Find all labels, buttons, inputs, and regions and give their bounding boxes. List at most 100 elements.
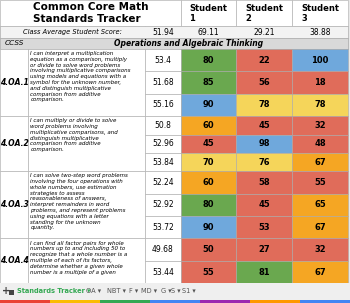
Bar (292, 171, 348, 194)
Bar (292, 116, 348, 135)
Bar (292, 261, 348, 283)
Bar (50, 300, 100, 303)
Bar (250, 300, 300, 303)
Bar (181, 153, 236, 171)
Text: I can find all factor pairs for whole
numbers up to and including 50 to
recogniz: I can find all factor pairs for whole nu… (30, 241, 128, 275)
Bar (145, 153, 181, 171)
Text: Student
1: Student 1 (189, 4, 228, 23)
Bar (28, 116, 145, 171)
Text: 60: 60 (203, 121, 214, 130)
Bar (145, 71, 181, 94)
Text: 52.24: 52.24 (152, 178, 174, 187)
Bar (236, 194, 292, 216)
Text: 85: 85 (203, 78, 214, 87)
Text: 53.4: 53.4 (154, 56, 172, 65)
Text: 22: 22 (258, 56, 270, 65)
Bar (181, 216, 236, 238)
Bar (292, 94, 348, 116)
Text: 53: 53 (258, 223, 270, 232)
Text: Class Average Student Score:: Class Average Student Score: (23, 29, 122, 35)
Bar (236, 135, 292, 153)
Bar (236, 71, 292, 94)
Bar (145, 261, 181, 283)
Bar (9, 290, 14, 295)
Text: 100: 100 (312, 56, 329, 65)
Bar (236, 49, 292, 71)
Text: 81: 81 (258, 268, 270, 277)
Text: Operations and Algebraic Thinking: Operations and Algebraic Thinking (114, 39, 263, 48)
Bar (0, 38, 28, 49)
Bar (236, 238, 292, 261)
Text: 98: 98 (259, 139, 270, 148)
Bar (0, 38, 348, 49)
Bar (145, 26, 181, 38)
Bar (100, 300, 150, 303)
Text: 32: 32 (314, 245, 326, 254)
Bar (292, 49, 348, 71)
Text: 80: 80 (203, 200, 214, 209)
Text: 65: 65 (314, 200, 326, 209)
Text: 55: 55 (203, 268, 214, 277)
Bar (236, 0, 292, 26)
Text: 48: 48 (314, 139, 326, 148)
Text: 58: 58 (258, 178, 270, 187)
Bar (292, 238, 348, 261)
Bar (181, 238, 236, 261)
Bar (0, 283, 350, 300)
Text: 55: 55 (314, 178, 326, 187)
Bar (0, 300, 50, 303)
Text: 80: 80 (203, 56, 214, 65)
Bar (236, 26, 292, 38)
Bar (0, 171, 28, 238)
Text: 90: 90 (203, 101, 214, 109)
Bar (181, 71, 236, 94)
Bar (236, 153, 292, 171)
Bar (236, 216, 292, 238)
Text: 69.11: 69.11 (198, 28, 219, 37)
Text: 53.44: 53.44 (152, 268, 174, 277)
Bar (181, 116, 236, 135)
Bar (181, 49, 236, 71)
Bar (236, 171, 292, 194)
Text: 70: 70 (203, 158, 214, 167)
Text: 45: 45 (258, 121, 270, 130)
Text: 60: 60 (203, 178, 214, 187)
Text: 53.84: 53.84 (152, 158, 174, 167)
Text: I can interpret a multiplication
equation as a comparison, multiply
or divide to: I can interpret a multiplication equatio… (30, 51, 131, 102)
Text: 4.OA.3: 4.OA.3 (0, 200, 29, 209)
Text: 50.8: 50.8 (154, 121, 171, 130)
Bar (181, 0, 236, 26)
Text: 67: 67 (314, 268, 326, 277)
Text: Common Core Math
Standards Tracker: Common Core Math Standards Tracker (33, 2, 148, 24)
Text: 18: 18 (314, 78, 326, 87)
Text: 50: 50 (203, 245, 214, 254)
Bar (236, 261, 292, 283)
Text: I can solve two-step word problems
involving the four operations with
whole numb: I can solve two-step word problems invol… (30, 173, 128, 231)
Bar (181, 94, 236, 116)
Bar (0, 238, 28, 283)
Text: 45: 45 (203, 139, 214, 148)
Text: 78: 78 (259, 101, 270, 109)
Bar (181, 135, 236, 153)
Text: NBT ▾: NBT ▾ (106, 288, 126, 294)
Text: 78: 78 (314, 101, 326, 109)
Bar (292, 153, 348, 171)
Bar (200, 300, 250, 303)
Bar (181, 26, 236, 38)
Text: S1 ▾: S1 ▾ (182, 288, 195, 294)
Bar (0, 0, 181, 26)
Text: 90: 90 (203, 223, 214, 232)
Bar (292, 194, 348, 216)
Bar (145, 135, 181, 153)
Bar (0, 49, 28, 116)
Bar (0, 26, 145, 38)
Bar (28, 238, 145, 283)
Bar (181, 171, 236, 194)
Text: CCSS: CCSS (5, 40, 24, 46)
Text: 56: 56 (258, 78, 270, 87)
Bar (292, 26, 348, 38)
Bar (150, 300, 200, 303)
Text: 38.88: 38.88 (309, 28, 331, 37)
Text: 29.21: 29.21 (253, 28, 275, 37)
Bar (28, 171, 145, 238)
